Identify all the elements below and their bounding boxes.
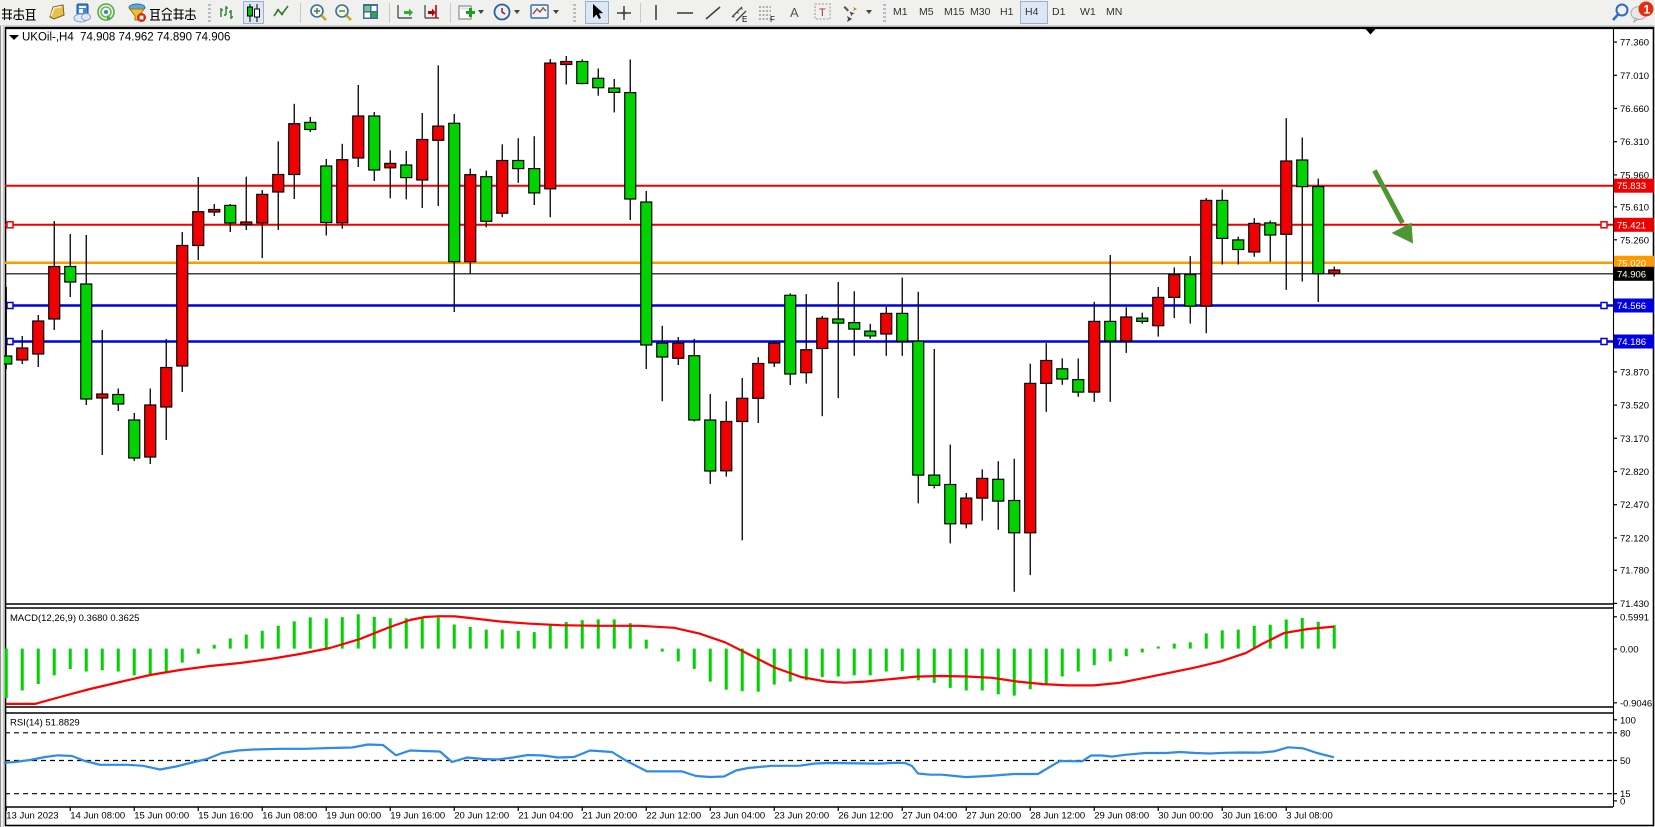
svg-text:72.820: 72.820 <box>1620 467 1649 478</box>
svg-text:72.120: 72.120 <box>1620 533 1649 544</box>
svg-text:75.610: 75.610 <box>1620 202 1649 213</box>
svg-text:E: E <box>742 15 747 23</box>
svg-text:3 Jul 08:00: 3 Jul 08:00 <box>1286 811 1332 822</box>
svg-text:50: 50 <box>1620 756 1631 767</box>
svg-text:75.020: 75.020 <box>1617 258 1646 269</box>
svg-text:MACD(12,26,9) 0.3680 0.3625: MACD(12,26,9) 0.3680 0.3625 <box>10 613 139 624</box>
svg-text:29 Jun 08:00: 29 Jun 08:00 <box>1094 811 1149 822</box>
svg-text:23 Jun 20:00: 23 Jun 20:00 <box>774 811 829 822</box>
svg-text:27 Jun 20:00: 27 Jun 20:00 <box>966 811 1021 822</box>
svg-text:73.520: 73.520 <box>1620 401 1649 412</box>
svg-text:80: 80 <box>1620 728 1631 739</box>
svg-text:0: 0 <box>1620 796 1625 807</box>
svg-text:0.5991: 0.5991 <box>1620 612 1649 623</box>
svg-text:22 Jun 12:00: 22 Jun 12:00 <box>646 811 701 822</box>
svg-text:75.421: 75.421 <box>1617 220 1646 231</box>
svg-text:73.170: 73.170 <box>1620 434 1649 445</box>
svg-text:19 Jun 16:00: 19 Jun 16:00 <box>390 811 445 822</box>
svg-text:71.430: 71.430 <box>1620 599 1649 610</box>
svg-text:19 Jun 00:00: 19 Jun 00:00 <box>326 811 381 822</box>
svg-text:28 Jun 12:00: 28 Jun 12:00 <box>1030 811 1085 822</box>
svg-text:16 Jun 08:00: 16 Jun 08:00 <box>262 811 317 822</box>
svg-text:UKOil-,H4 74.908 74.962 74.89: UKOil-,H4 74.908 74.962 74.890 74.906 <box>22 32 230 44</box>
svg-text:1: 1 <box>1644 3 1651 17</box>
svg-text:75.960: 75.960 <box>1620 170 1649 181</box>
svg-text:20 Jun 12:00: 20 Jun 12:00 <box>454 811 509 822</box>
svg-text:0.00: 0.00 <box>1620 645 1639 656</box>
svg-text:75.833: 75.833 <box>1617 181 1646 192</box>
svg-text:26 Jun 12:00: 26 Jun 12:00 <box>838 811 893 822</box>
svg-text:77.360: 77.360 <box>1620 38 1649 49</box>
svg-text:T: T <box>819 7 826 19</box>
svg-text:77.010: 77.010 <box>1620 71 1649 82</box>
svg-text:100: 100 <box>1620 715 1636 726</box>
svg-text:72.470: 72.470 <box>1620 500 1649 511</box>
svg-text:73.870: 73.870 <box>1620 367 1649 378</box>
svg-text:74.906: 74.906 <box>1617 269 1646 280</box>
svg-text:15 Jun 00:00: 15 Jun 00:00 <box>134 811 189 822</box>
svg-text:30 Jun 00:00: 30 Jun 00:00 <box>1158 811 1213 822</box>
svg-text:76.660: 76.660 <box>1620 104 1649 115</box>
svg-text:F: F <box>770 15 775 23</box>
svg-text:23 Jun 04:00: 23 Jun 04:00 <box>710 811 765 822</box>
svg-text:30 Jun 16:00: 30 Jun 16:00 <box>1222 811 1277 822</box>
svg-text:21 Jun 04:00: 21 Jun 04:00 <box>518 811 573 822</box>
svg-text:71.780: 71.780 <box>1620 566 1649 577</box>
svg-text:15 Jun 16:00: 15 Jun 16:00 <box>198 811 253 822</box>
svg-text:75.260: 75.260 <box>1620 235 1649 246</box>
svg-text:21 Jun 20:00: 21 Jun 20:00 <box>582 811 637 822</box>
svg-text:14 Jun 08:00: 14 Jun 08:00 <box>70 811 125 822</box>
svg-text:74.186: 74.186 <box>1617 337 1646 348</box>
svg-text:15: 15 <box>1620 789 1631 800</box>
svg-text:74.566: 74.566 <box>1617 301 1646 312</box>
svg-text:13 Jun 2023: 13 Jun 2023 <box>6 811 58 822</box>
svg-text:-0.9046: -0.9046 <box>1620 698 1652 709</box>
svg-text:RSI(14) 51.8829: RSI(14) 51.8829 <box>10 718 80 729</box>
svg-text:27 Jun 04:00: 27 Jun 04:00 <box>902 811 957 822</box>
svg-text:76.310: 76.310 <box>1620 137 1649 148</box>
